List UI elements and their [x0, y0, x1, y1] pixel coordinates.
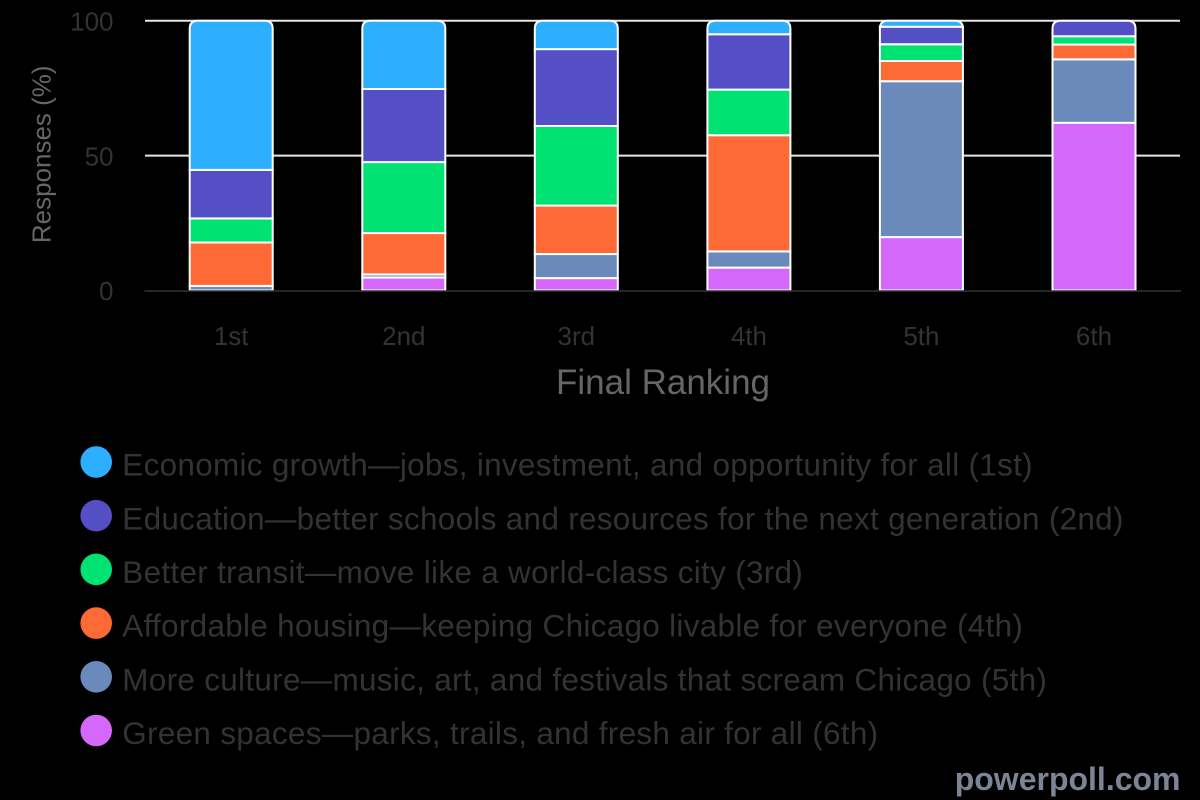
svg-text:6th: 6th [1076, 321, 1112, 351]
svg-text:powerpoll.com: powerpoll.com [955, 761, 1181, 797]
svg-text:Responses (%): Responses (%) [27, 65, 57, 243]
svg-text:50: 50 [85, 141, 114, 171]
svg-text:Economic growth—jobs, investme: Economic growth—jobs, investment, and op… [122, 448, 1033, 483]
svg-text:5th: 5th [903, 321, 939, 351]
svg-text:Better transit—move like a wor: Better transit—move like a world-class c… [122, 555, 803, 590]
svg-text:Education—better schools and r: Education—better schools and resources f… [122, 501, 1123, 536]
svg-text:3rd: 3rd [558, 321, 596, 351]
svg-text:Green spaces—parks, trails, an: Green spaces—parks, trails, and fresh ai… [122, 716, 878, 751]
svg-text:More culture—music, art, and f: More culture—music, art, and festivals t… [122, 662, 1047, 697]
svg-text:4th: 4th [731, 321, 767, 351]
svg-text:Final Ranking: Final Ranking [556, 363, 770, 402]
svg-text:1st: 1st [214, 321, 249, 351]
svg-text:0: 0 [99, 276, 113, 306]
svg-text:100: 100 [70, 7, 113, 37]
svg-text:2nd: 2nd [382, 321, 425, 351]
svg-text:Affordable housing—keeping Chi: Affordable housing—keeping Chicago livab… [122, 609, 1023, 644]
